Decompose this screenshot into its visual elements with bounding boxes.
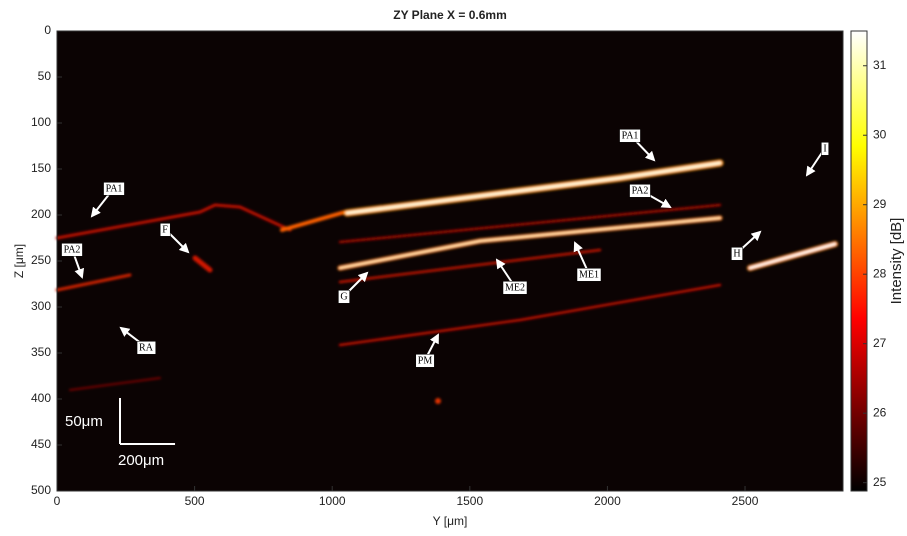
chart-title: ZY Plane X = 0.6mm [393, 8, 507, 22]
annotation-label: H [733, 248, 740, 259]
annotation-label: ME2 [505, 282, 525, 293]
colorbar-tick-label: 31 [873, 58, 887, 72]
y-axis-label: Z [μm] [12, 244, 26, 278]
annotation-box [415, 354, 435, 368]
y-tick-label: 300 [31, 299, 51, 313]
y-tick-label: 400 [31, 391, 51, 405]
colorbar-label: Intensity [dB] [888, 218, 905, 305]
annotation-box [338, 290, 350, 304]
scale-bar-x-label: 200μm [118, 452, 164, 469]
y-tick-label: 150 [31, 161, 51, 175]
x-tick-label: 0 [54, 494, 61, 508]
y-tick-label: 200 [31, 207, 51, 221]
x-tick-label: 500 [185, 494, 205, 508]
annotation-label: F [162, 224, 168, 235]
annotation-label: PA2 [64, 244, 81, 255]
annotation-label: PM [418, 355, 433, 366]
annotation-box [502, 281, 528, 295]
annotation-label: I [823, 143, 826, 154]
annotation-label: ME1 [579, 269, 599, 280]
scale-bar-y-label: 50μm [65, 413, 103, 430]
x-axis-label: Y [μm] [433, 514, 468, 528]
annotation-box [821, 142, 829, 156]
x-tick-label: 2500 [732, 494, 759, 508]
annotation-label: RA [139, 342, 154, 353]
y-tick-label: 500 [31, 483, 51, 497]
y-tick-label: 50 [38, 69, 52, 83]
x-tick-label: 2000 [594, 494, 621, 508]
plot-area [57, 31, 843, 491]
annotation-label: PA1 [622, 130, 639, 141]
y-tick-label: 250 [31, 253, 51, 267]
annotation-label: PA1 [106, 183, 123, 194]
y-tick-label: 350 [31, 345, 51, 359]
annotation-label: PA2 [632, 185, 649, 196]
colorbar-tick-label: 29 [873, 197, 887, 211]
annotation-box [629, 184, 651, 198]
colorbar-tick-label: 26 [873, 405, 887, 419]
colorbar [850, 30, 868, 492]
colorbar-tick-label: 28 [873, 266, 887, 280]
image-streaks [55, 159, 838, 404]
annotation-box [731, 247, 743, 261]
annotation-label: G [340, 291, 347, 302]
annotation-box [576, 268, 602, 282]
x-tick-label: 1000 [319, 494, 346, 508]
annotation-box [136, 341, 156, 355]
annotation-box [619, 129, 641, 143]
colorbar-tick-label: 30 [873, 127, 887, 141]
colorbar-tick-label: 25 [873, 475, 887, 489]
y-tick-label: 450 [31, 437, 51, 451]
y-tick-label: 0 [44, 23, 51, 37]
annotation-box [103, 182, 125, 196]
annotation-box [159, 223, 171, 237]
annotation-box [61, 243, 83, 257]
y-tick-label: 100 [31, 115, 51, 129]
colorbar-tick-label: 27 [873, 336, 887, 350]
x-tick-label: 1500 [456, 494, 483, 508]
